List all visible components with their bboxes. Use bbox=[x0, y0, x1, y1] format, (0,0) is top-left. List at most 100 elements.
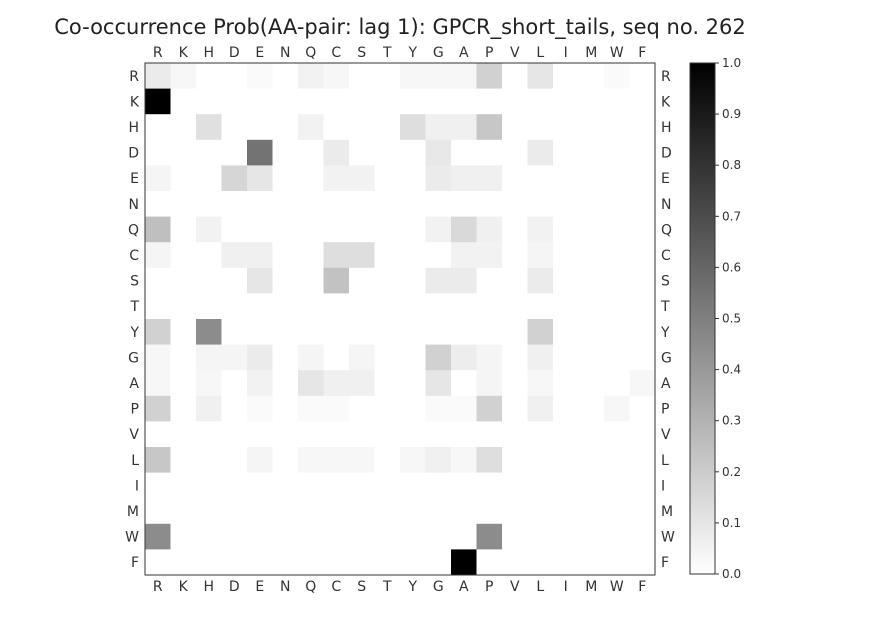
heatmap-cell-C-E bbox=[247, 242, 273, 269]
heatmap-cell-P-M bbox=[578, 395, 605, 422]
heatmap-cell-M-A bbox=[451, 498, 477, 525]
heatmap-cell-T-K bbox=[170, 293, 197, 320]
x-tick-top-F: F bbox=[638, 45, 646, 61]
heatmap-cell-N-I bbox=[553, 191, 579, 217]
heatmap-cell-Q-K bbox=[170, 216, 197, 243]
heatmap-cell-H-H bbox=[196, 114, 222, 141]
heatmap-cell-G-A bbox=[451, 344, 477, 371]
heatmap-cell-Q-H bbox=[196, 216, 222, 243]
colorbar-tick-0.2: 0.2 bbox=[722, 465, 741, 479]
heatmap-cell-D-H bbox=[196, 139, 222, 166]
heatmap-cell-S-E bbox=[247, 267, 273, 294]
heatmap-cell-R-K bbox=[170, 63, 197, 89]
heatmap-cell-P-P bbox=[476, 395, 503, 422]
y-tick-right-F: F bbox=[661, 555, 669, 571]
heatmap-cell-F-W bbox=[604, 549, 630, 576]
heatmap-cell-A-P bbox=[476, 370, 503, 397]
heatmap-cell-G-V bbox=[502, 344, 528, 371]
heatmap-cell-Y-D bbox=[221, 319, 248, 345]
y-tick-left-A: A bbox=[129, 376, 139, 392]
x-tick-bottom-N: N bbox=[280, 579, 290, 595]
y-tick-left-L: L bbox=[131, 453, 139, 469]
heatmap-cell-S-R bbox=[145, 267, 171, 294]
heatmap-cell-I-N bbox=[272, 472, 299, 499]
heatmap-cell-H-N bbox=[272, 114, 299, 141]
heatmap-cell-N-R bbox=[145, 191, 171, 217]
heatmap-cell-F-G bbox=[425, 549, 452, 576]
heatmap-cell-Q-P bbox=[476, 216, 503, 243]
heatmap-cell-L-Y bbox=[400, 447, 426, 473]
heatmap-cell-F-L bbox=[527, 549, 554, 576]
y-tick-left-T: T bbox=[129, 299, 139, 315]
heatmap-cell-H-G bbox=[425, 114, 452, 141]
heatmap-cell-G-C bbox=[323, 344, 350, 371]
heatmap-cell-M-V bbox=[502, 498, 528, 525]
heatmap-cell-S-F bbox=[629, 267, 656, 294]
colorbar-tick-1.0: 1.0 bbox=[722, 56, 741, 70]
heatmap-cell-E-W bbox=[604, 165, 630, 192]
heatmap-cell-A-F bbox=[629, 370, 656, 397]
y-tick-left-I: I bbox=[135, 478, 139, 494]
heatmap-cell-W-N bbox=[272, 523, 299, 550]
heatmap-cell-D-Y bbox=[400, 139, 426, 166]
heatmap-cells bbox=[145, 63, 656, 576]
x-tick-bottom-S: S bbox=[357, 579, 366, 595]
heatmap-cell-F-T bbox=[374, 549, 401, 576]
heatmap-cell-E-G bbox=[425, 165, 452, 192]
heatmap-cell-M-Y bbox=[400, 498, 426, 525]
heatmap-cell-D-R bbox=[145, 139, 171, 166]
heatmap-cell-V-P bbox=[476, 421, 503, 448]
heatmap-cell-H-D bbox=[221, 114, 248, 141]
heatmap-cell-R-H bbox=[196, 63, 222, 89]
y-tick-left-V: V bbox=[129, 427, 139, 443]
heatmap-cell-D-I bbox=[553, 139, 579, 166]
heatmap-frame bbox=[144, 62, 656, 576]
heatmap-cell-K-W bbox=[604, 88, 630, 115]
heatmap-cell-P-S bbox=[349, 395, 375, 422]
heatmap-cell-Q-W bbox=[604, 216, 630, 243]
y-tick-right-Q: Q bbox=[661, 222, 672, 238]
heatmap-cell-Q-E bbox=[247, 216, 273, 243]
y-tick-right-R: R bbox=[661, 69, 671, 85]
heatmap-cell-V-A bbox=[451, 421, 477, 448]
heatmap-cell-Y-L bbox=[527, 319, 554, 345]
heatmap-cell-E-T bbox=[374, 165, 401, 192]
heatmap-cell-V-C bbox=[323, 421, 350, 448]
heatmap-cell-Y-A bbox=[451, 319, 477, 345]
heatmap-cell-T-P bbox=[476, 293, 503, 320]
heatmap-cell-E-M bbox=[578, 165, 605, 192]
y-tick-right-W: W bbox=[661, 530, 675, 546]
heatmap-cell-M-H bbox=[196, 498, 222, 525]
heatmap-cell-Q-D bbox=[221, 216, 248, 243]
heatmap-cell-H-F bbox=[629, 114, 656, 141]
x-tick-bottom-I: I bbox=[564, 579, 568, 595]
heatmap-cell-K-N bbox=[272, 88, 299, 115]
heatmap-cell-C-M bbox=[578, 242, 605, 269]
heatmap-cell-V-Y bbox=[400, 421, 426, 448]
heatmap-cell-C-T bbox=[374, 242, 401, 269]
y-tick-right-T: T bbox=[660, 299, 670, 315]
heatmap-cell-H-S bbox=[349, 114, 375, 141]
heatmap-cell-L-V bbox=[502, 447, 528, 473]
heatmap-cell-E-L bbox=[527, 165, 554, 192]
heatmap-cell-K-L bbox=[527, 88, 554, 115]
heatmap-cell-M-R bbox=[145, 498, 171, 525]
heatmap-cell-K-A bbox=[451, 88, 477, 115]
heatmap-cell-W-Y bbox=[400, 523, 426, 550]
heatmap-cell-W-S bbox=[349, 523, 375, 550]
heatmap-cell-E-Y bbox=[400, 165, 426, 192]
heatmap-cell-A-D bbox=[221, 370, 248, 397]
heatmap-cell-A-N bbox=[272, 370, 299, 397]
heatmap-cell-R-G bbox=[425, 63, 452, 89]
heatmap-cell-P-I bbox=[553, 395, 579, 422]
heatmap-cell-M-S bbox=[349, 498, 375, 525]
heatmap-cell-I-C bbox=[323, 472, 350, 499]
heatmap-cell-D-S bbox=[349, 139, 375, 166]
x-tick-top-M: M bbox=[585, 45, 597, 61]
heatmap-cell-Y-G bbox=[425, 319, 452, 345]
heatmap-cell-N-Y bbox=[400, 191, 426, 217]
heatmap-cell-S-Y bbox=[400, 267, 426, 294]
heatmap-cell-G-P bbox=[476, 344, 503, 371]
heatmap-cell-Y-M bbox=[578, 319, 605, 345]
heatmap-cell-T-Q bbox=[298, 293, 324, 320]
